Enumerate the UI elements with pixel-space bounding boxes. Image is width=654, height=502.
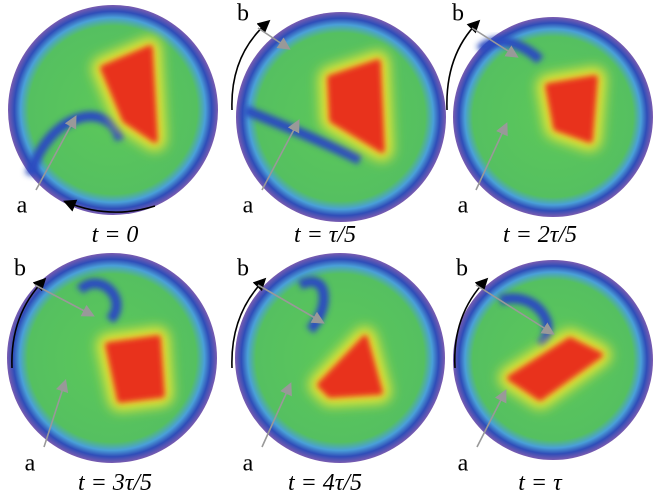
feature-label: a (458, 193, 469, 219)
panels: a t = 0 a b t = τ/5 a b t = 2τ/5 a b t = 3τ/5 a b t =… (7, 1, 653, 497)
panel: a t = 0 (8, 5, 218, 248)
feature-label: b (237, 1, 249, 27)
feature-label: a (17, 193, 28, 219)
feature-label: a (243, 193, 254, 219)
panel-caption: t = τ/5 (294, 222, 356, 248)
panel-caption: t = 4τ/5 (288, 470, 362, 496)
feature-label: b (14, 256, 26, 282)
hot-core (548, 78, 595, 140)
panel: a b t = τ (453, 256, 653, 497)
panel: a b t = 4τ/5 (232, 253, 445, 496)
feature-label: a (25, 451, 36, 477)
feature-label: a (458, 451, 469, 477)
panel-caption: t = 2τ/5 (503, 222, 577, 248)
panel-caption: t = τ (518, 470, 563, 496)
feature-label: a (243, 451, 254, 477)
feature-label: b (456, 256, 468, 282)
panel: a b t = 3τ/5 (7, 253, 217, 496)
panel: a b t = 2τ/5 (447, 1, 653, 249)
feature-label: b (452, 1, 464, 27)
feature-label: b (237, 256, 249, 282)
panel-caption: t = 3τ/5 (78, 470, 152, 496)
hot-core (108, 338, 162, 400)
panel-caption: t = 0 (92, 222, 139, 248)
panel: a b t = τ/5 (232, 1, 446, 249)
figure: a t = 0 a b t = τ/5 a b t = 2τ/5 a b t = 3τ/5 a b t =… (0, 0, 654, 502)
